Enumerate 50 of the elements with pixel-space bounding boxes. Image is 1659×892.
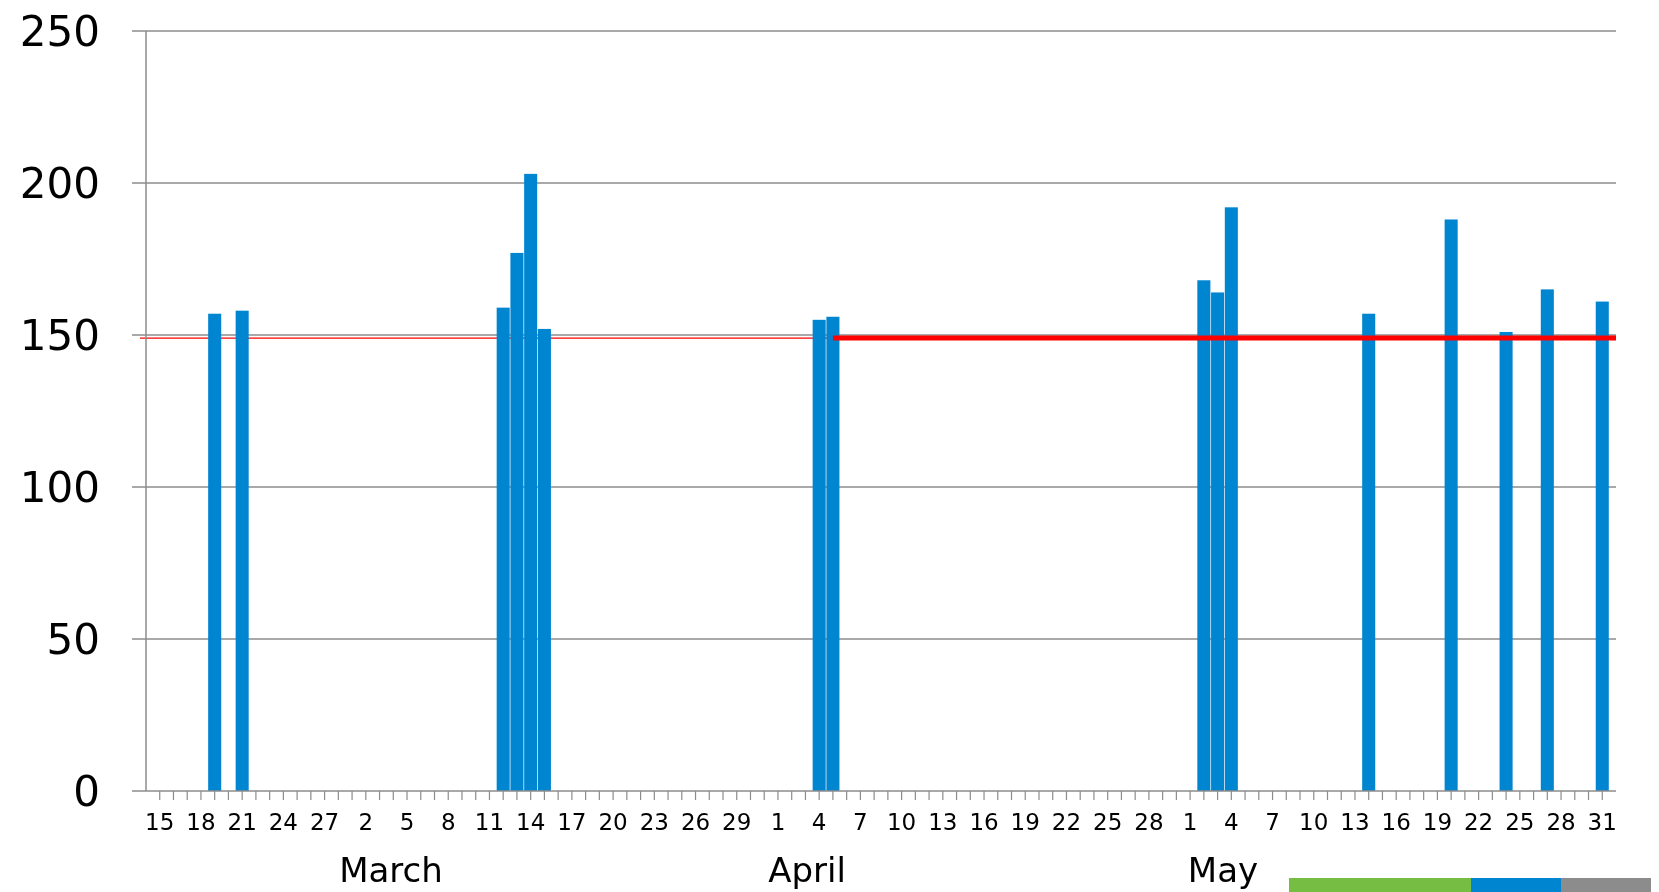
- x-tick-label: 13: [928, 809, 958, 835]
- x-tick-label: 31: [1587, 809, 1617, 835]
- x-tick-label: 28: [1134, 809, 1164, 835]
- x-tick-label: 21: [227, 809, 257, 835]
- x-tick-label: 4: [811, 809, 827, 835]
- text: May: [1187, 850, 1259, 890]
- x-tick-label: 25: [1093, 809, 1123, 835]
- x-tick-label: 17: [557, 809, 587, 835]
- y-tick-label: 200: [19, 158, 100, 208]
- y-tick-label: 50: [46, 614, 100, 664]
- x-tick-label: 5: [399, 809, 415, 835]
- x-tick-label: 1: [1182, 809, 1198, 835]
- y-tick-label: 0: [73, 766, 100, 816]
- x-tick-label: 4: [1224, 809, 1239, 835]
- x-tick-label: 27: [309, 809, 340, 835]
- x-tick-label: 10: [886, 809, 917, 835]
- text: April: [768, 850, 846, 890]
- bar: [1362, 313, 1376, 791]
- x-tick-label: 24: [268, 809, 299, 835]
- x-tick-label: 15: [145, 809, 175, 835]
- x-tick-label: 18: [186, 809, 216, 835]
- x-tick-label: 22: [1463, 809, 1494, 835]
- x-tick-label: 19: [1422, 809, 1453, 835]
- x-tick-label: 28: [1546, 809, 1576, 835]
- x-tick-label: 10: [1299, 809, 1329, 835]
- x-tick-label: 16: [1381, 809, 1411, 835]
- bar: [1595, 301, 1609, 791]
- y-tick-label: 150: [19, 310, 100, 360]
- x-tick-label: 26: [680, 809, 711, 835]
- x-tick-label: 8: [440, 809, 456, 835]
- x-tick-label: 23: [639, 809, 669, 835]
- x-tick-label: 14: [516, 809, 546, 835]
- x-tick-label: 20: [598, 809, 628, 835]
- bar: [1540, 289, 1554, 791]
- x-tick-label: 16: [969, 809, 999, 835]
- x-tick-label: 7: [1265, 809, 1280, 835]
- text: March: [339, 850, 443, 890]
- bar: [1444, 219, 1458, 791]
- x-tick-label: 7: [853, 809, 868, 835]
- x-tick-label: 13: [1340, 809, 1370, 835]
- x-tick-label: 1: [770, 809, 786, 835]
- x-tick-label: 19: [1010, 809, 1040, 835]
- bar: [1499, 331, 1513, 791]
- x-tick-label: 22: [1051, 809, 1082, 835]
- y-tick-label: 100: [19, 462, 100, 512]
- y-tick-label: 250: [19, 6, 100, 56]
- x-tick-label: 25: [1505, 809, 1535, 835]
- x-tick-label: 29: [722, 809, 752, 835]
- x-tick-label: 2: [358, 809, 374, 835]
- x-tick-label: 11: [474, 809, 505, 835]
